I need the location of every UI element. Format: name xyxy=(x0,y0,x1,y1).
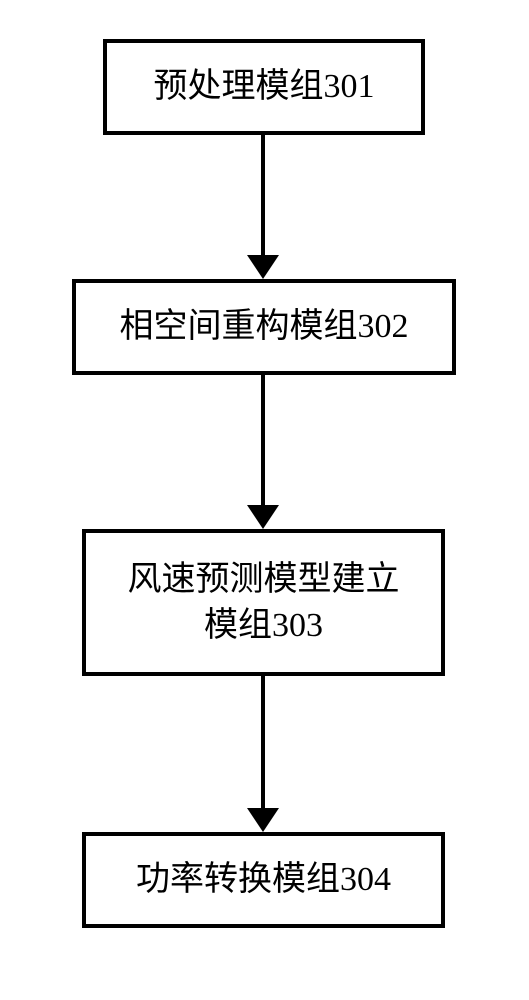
arrow-down-icon xyxy=(247,808,279,832)
arrow-down-icon xyxy=(247,255,279,279)
node-phase-space-reconstruction-module: 相空间重构模组302 xyxy=(72,279,456,375)
edge-line xyxy=(261,375,265,505)
node-wind-speed-prediction-model-module: 风速预测模型建立 模组303 xyxy=(82,529,445,676)
edge-line xyxy=(261,676,265,808)
arrow-down-icon xyxy=(247,505,279,529)
flowchart-canvas: 预处理模组301 相空间重构模组302 风速预测模型建立 模组303 功率转换模… xyxy=(0,0,529,1000)
node-preprocessing-module: 预处理模组301 xyxy=(103,39,425,135)
edge-line xyxy=(261,135,265,255)
node-power-conversion-module: 功率转换模组304 xyxy=(82,832,445,928)
